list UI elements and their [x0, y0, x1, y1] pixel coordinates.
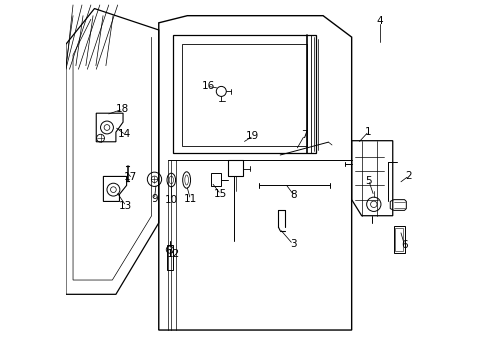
Text: 9: 9 — [151, 194, 158, 203]
Bar — [228, 160, 242, 176]
Text: 7: 7 — [301, 130, 307, 140]
Text: 13: 13 — [119, 201, 132, 211]
Text: 2: 2 — [404, 171, 410, 181]
Text: 17: 17 — [124, 172, 137, 182]
Text: 16: 16 — [201, 81, 214, 91]
Text: 12: 12 — [166, 249, 179, 259]
Bar — [393, 226, 404, 253]
Text: 5: 5 — [365, 176, 371, 186]
Bar — [166, 245, 172, 270]
Text: 10: 10 — [164, 195, 178, 204]
Text: 15: 15 — [213, 189, 226, 199]
Text: 11: 11 — [183, 194, 197, 203]
Text: 6: 6 — [400, 240, 407, 250]
Text: 8: 8 — [290, 190, 297, 200]
Bar — [394, 228, 402, 251]
Text: 4: 4 — [375, 16, 382, 26]
Text: 18: 18 — [116, 104, 129, 114]
Bar — [210, 173, 220, 186]
Text: 14: 14 — [118, 129, 131, 139]
Text: 19: 19 — [245, 131, 259, 141]
Text: 3: 3 — [289, 239, 296, 249]
Text: 1: 1 — [365, 127, 371, 137]
